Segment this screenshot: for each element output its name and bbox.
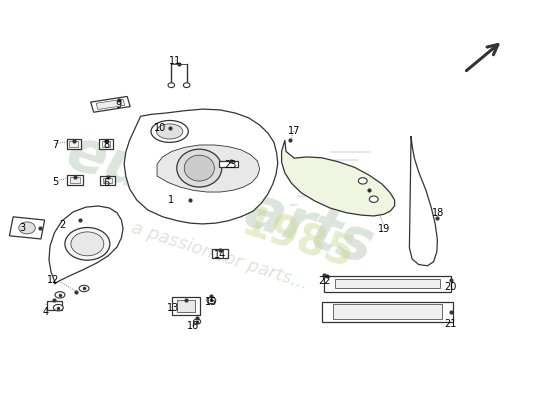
Text: euroParts: euroParts xyxy=(59,124,381,276)
Bar xyxy=(219,161,238,167)
Bar xyxy=(69,141,78,147)
Bar xyxy=(177,300,195,312)
Ellipse shape xyxy=(194,319,201,324)
Text: 12: 12 xyxy=(47,275,59,285)
Ellipse shape xyxy=(65,228,110,260)
Text: 4: 4 xyxy=(42,308,49,318)
Text: 9: 9 xyxy=(116,100,122,110)
Polygon shape xyxy=(409,136,437,266)
Text: 11: 11 xyxy=(169,56,182,66)
Ellipse shape xyxy=(157,124,183,139)
Bar xyxy=(47,301,62,310)
Bar xyxy=(9,217,45,239)
Ellipse shape xyxy=(79,285,89,292)
Polygon shape xyxy=(49,206,123,284)
Ellipse shape xyxy=(168,83,174,88)
Bar xyxy=(67,139,81,149)
Text: 13: 13 xyxy=(167,304,180,314)
Ellipse shape xyxy=(151,120,188,142)
Bar xyxy=(96,99,125,110)
Bar xyxy=(67,175,83,185)
Text: 22: 22 xyxy=(318,276,331,286)
Text: 21: 21 xyxy=(444,319,456,329)
Polygon shape xyxy=(324,276,450,292)
Ellipse shape xyxy=(370,196,378,202)
Text: 19: 19 xyxy=(377,224,390,234)
Text: 3: 3 xyxy=(20,223,26,233)
Text: 6: 6 xyxy=(103,178,109,188)
Polygon shape xyxy=(336,279,439,288)
Text: 14: 14 xyxy=(214,250,226,260)
Text: 17: 17 xyxy=(288,126,300,136)
Bar xyxy=(172,297,200,315)
Bar xyxy=(99,139,113,149)
Ellipse shape xyxy=(184,155,214,181)
Text: 16: 16 xyxy=(186,320,199,330)
Text: 7: 7 xyxy=(52,140,59,150)
Polygon shape xyxy=(333,304,442,319)
Text: 1985: 1985 xyxy=(235,202,359,278)
Bar xyxy=(103,178,112,184)
Ellipse shape xyxy=(19,222,35,234)
Polygon shape xyxy=(282,140,394,216)
Text: 10: 10 xyxy=(153,123,166,133)
Text: 23: 23 xyxy=(224,160,236,170)
Polygon shape xyxy=(322,302,453,322)
Text: 18: 18 xyxy=(432,208,444,218)
Ellipse shape xyxy=(55,292,65,298)
Bar xyxy=(70,177,80,183)
Bar xyxy=(91,96,130,112)
Ellipse shape xyxy=(177,149,222,187)
Polygon shape xyxy=(124,109,278,224)
Text: 5: 5 xyxy=(52,177,59,187)
Ellipse shape xyxy=(183,83,190,88)
Ellipse shape xyxy=(207,297,216,304)
Ellipse shape xyxy=(71,232,104,256)
Bar xyxy=(102,141,111,147)
Text: 20: 20 xyxy=(444,282,456,292)
Bar xyxy=(212,250,228,258)
Polygon shape xyxy=(157,145,260,192)
Text: a passion for parts...: a passion for parts... xyxy=(129,219,311,293)
Ellipse shape xyxy=(53,304,63,311)
Text: 1: 1 xyxy=(168,195,174,205)
Text: 15: 15 xyxy=(205,297,217,307)
Bar xyxy=(100,176,116,186)
Text: 2: 2 xyxy=(59,220,66,230)
Text: 8: 8 xyxy=(103,140,109,150)
Ellipse shape xyxy=(359,178,367,184)
